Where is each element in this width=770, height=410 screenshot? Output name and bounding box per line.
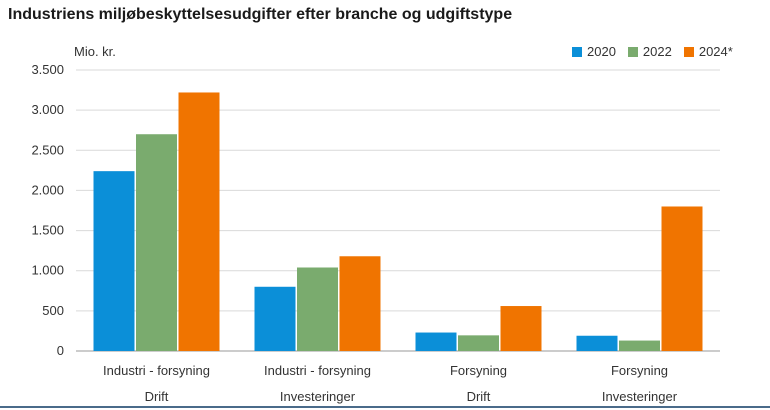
bar-2022-2 (297, 267, 338, 351)
legend-item-2022: 2022 (627, 44, 672, 59)
y-axis-unit-label: Mio. kr. (74, 44, 116, 59)
x-tick-label: Forsyning (450, 363, 507, 378)
chart-legend: 2020 2022 2024* (572, 44, 733, 59)
chart-title: Industriens miljøbeskyttelsesudgifter ef… (8, 6, 513, 23)
x-tick-label: Industri - forsyning (264, 363, 371, 378)
legend-label-2020: 2020 (587, 44, 616, 59)
x-tick-label: Industri - forsyning (103, 363, 210, 378)
legend-swatch-2024 (683, 46, 694, 57)
legend-swatch-2022 (627, 46, 638, 57)
legend-item-2020: 2020 (572, 44, 616, 59)
y-tick-label: 1.000 (31, 263, 64, 278)
x-tick-label: Forsyning (611, 363, 668, 378)
x-tick-sublabel: Investeringer (602, 389, 678, 404)
bar-2024-1 (178, 92, 220, 351)
y-tick-label: 2.000 (31, 182, 64, 197)
x-tick-sublabel: Drift (145, 389, 169, 404)
legend-swatch-2020 (572, 46, 582, 57)
bar-2024-3 (500, 306, 542, 351)
y-tick-label: 0 (57, 343, 64, 358)
bar-2022-4 (619, 340, 660, 351)
y-tick-label: 3.000 (31, 102, 64, 117)
y-tick-label: 2.500 (31, 142, 64, 157)
bar-2020-2 (254, 286, 296, 351)
bar-2024-4 (661, 206, 703, 351)
y-tick-label: 3.500 (31, 62, 64, 77)
y-tick-label: 500 (42, 303, 64, 318)
bar-2024-2 (339, 256, 381, 351)
bar-2022-3 (458, 335, 499, 351)
x-tick-sublabel: Drift (467, 389, 491, 404)
bottom-divider (0, 406, 770, 408)
bar-2020-3 (415, 332, 457, 351)
bar-2020-1 (93, 171, 135, 351)
bar-2022-1 (136, 134, 177, 351)
bar-2020-4 (576, 335, 618, 351)
x-tick-sublabel: Investeringer (280, 389, 356, 404)
legend-label-2024: 2024* (698, 44, 733, 59)
y-tick-label: 1.500 (31, 223, 64, 238)
legend-label-2022: 2022 (642, 44, 672, 59)
legend-item-2024: 2024* (683, 44, 733, 59)
